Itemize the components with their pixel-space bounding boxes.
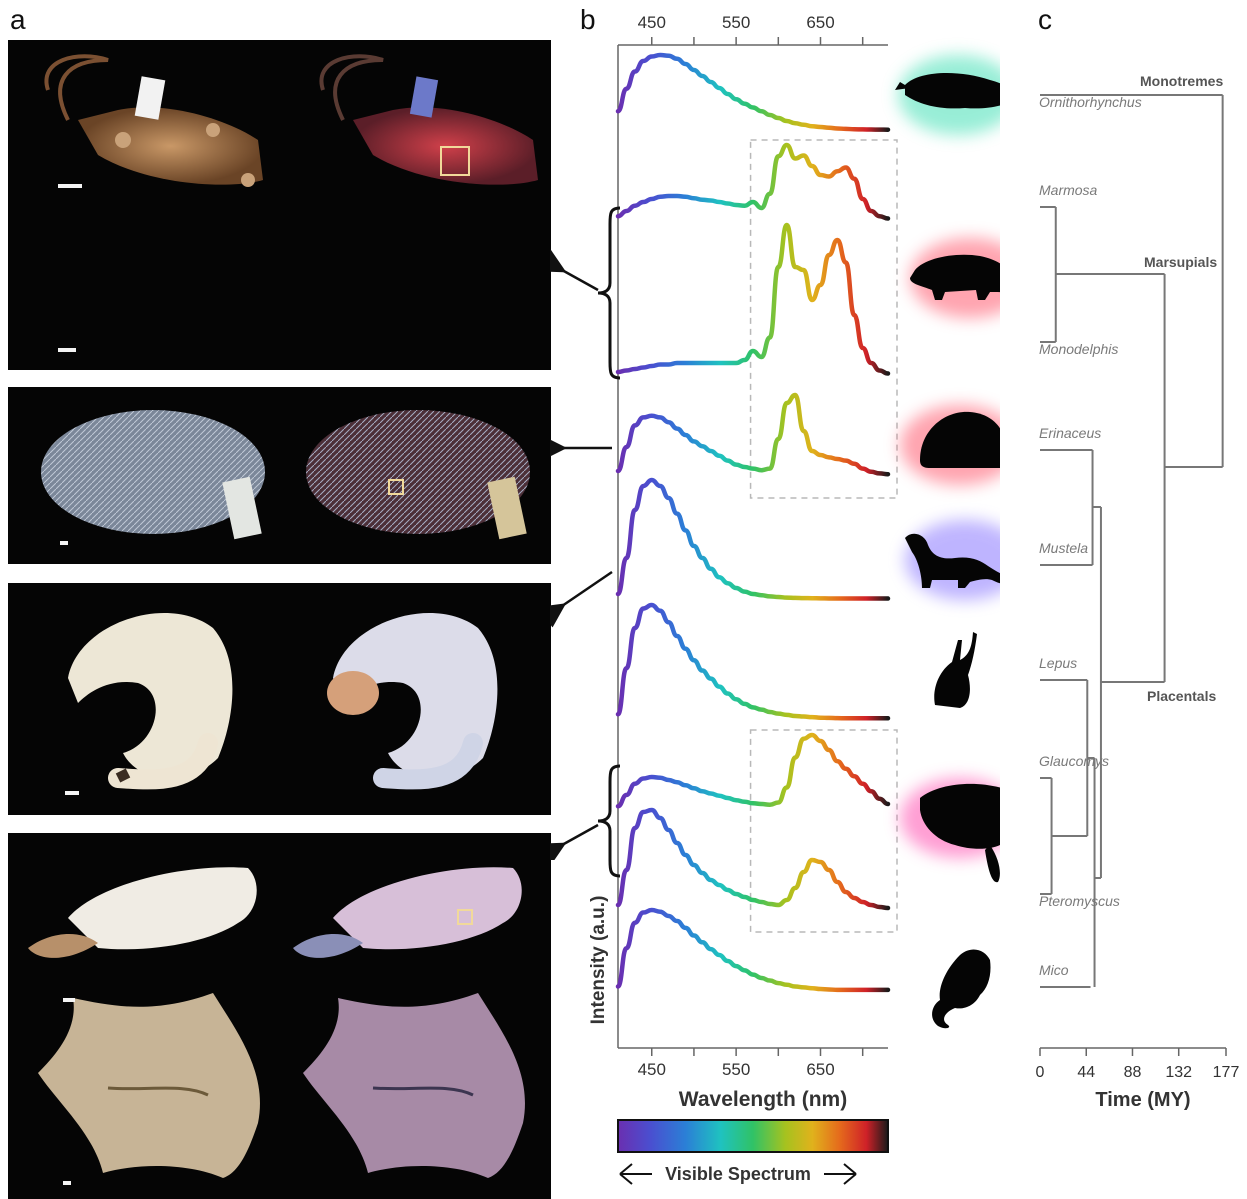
taxon-label: Mico bbox=[1039, 962, 1069, 978]
taxon-label: Marmosa bbox=[1039, 182, 1098, 198]
spectra-chart: 450 450 550 550 650 650 Wavelength (nm) Inten… bbox=[588, 13, 1000, 1185]
arrow-ermine bbox=[550, 570, 613, 628]
spectrum-line-ornithorhynchus bbox=[615, 52, 891, 132]
roi-box bbox=[440, 146, 470, 176]
ermine-visible bbox=[68, 612, 233, 790]
spectrum-line-pteromyscus bbox=[615, 807, 891, 911]
flying-squirrel-silhouette bbox=[900, 778, 1000, 883]
panel-label-c: c bbox=[1038, 4, 1052, 35]
time-tick-label: 44 bbox=[1077, 1064, 1095, 1081]
x-tick-label: 550 bbox=[722, 13, 750, 32]
axes: 450 450 550 550 650 650 bbox=[617, 13, 888, 1079]
arrows bbox=[550, 249, 613, 860]
flying-squirrel-1-uv bbox=[293, 867, 522, 958]
taxon-label: Erinaceus bbox=[1039, 425, 1101, 441]
ermine-photos bbox=[68, 612, 498, 790]
ermine-silhouette bbox=[905, 520, 1000, 600]
hedgehog-photos bbox=[41, 410, 530, 540]
opossum-1-uv bbox=[319, 54, 538, 185]
time-tick-label: 0 bbox=[1036, 1064, 1045, 1081]
y-axis-label: Intensity (a.u.) bbox=[588, 896, 609, 1025]
x-tick-label: 550 bbox=[722, 1060, 750, 1079]
hare-silhouette bbox=[934, 632, 977, 708]
opossum-silhouette bbox=[910, 238, 1000, 318]
flying-squirrel-2-visible bbox=[38, 993, 260, 1178]
roi-box bbox=[388, 479, 404, 495]
flying-squirrel-2-uv bbox=[303, 993, 525, 1178]
scale-bar bbox=[63, 1181, 71, 1185]
panel-label-a: a bbox=[10, 4, 26, 35]
opossum-photos bbox=[44, 54, 538, 187]
spectrum-line-monodelphis bbox=[615, 222, 891, 376]
photo-panel-opossums bbox=[8, 40, 551, 370]
opossum-1-visible bbox=[44, 54, 263, 187]
double-arrow bbox=[619, 1163, 857, 1185]
clade-label: Monotremes bbox=[1140, 73, 1223, 89]
spectrum-line-erinaceus bbox=[615, 392, 891, 477]
phylogeny-chart: Ornithorhynchus Marmosa Monodelphis Erinace… bbox=[1036, 73, 1240, 1111]
hedgehog-uv bbox=[306, 410, 530, 540]
scale-bar bbox=[65, 791, 79, 795]
x-tick-label: 650 bbox=[806, 1060, 834, 1079]
scale-bar bbox=[58, 348, 76, 352]
x-tick-label: 650 bbox=[806, 13, 834, 32]
arrow-flying-squirrel bbox=[550, 823, 599, 860]
brace bbox=[597, 764, 621, 878]
x-axis-label: Wavelength (nm) bbox=[679, 1088, 847, 1111]
silhouettes bbox=[895, 55, 1000, 1029]
squirrel-photos bbox=[28, 867, 525, 1178]
brace bbox=[597, 206, 621, 380]
spectrum-line-lepus bbox=[615, 602, 891, 721]
time-tick-label: 132 bbox=[1165, 1064, 1192, 1081]
scale-bar bbox=[60, 541, 68, 545]
platypus-silhouette bbox=[895, 55, 1000, 135]
spectrum-line-glaucomys bbox=[615, 732, 891, 809]
colorbar bbox=[617, 1119, 889, 1153]
time-tick-label: 88 bbox=[1124, 1064, 1142, 1081]
taxon-label: Glaucomys bbox=[1039, 753, 1109, 769]
marmoset-silhouette bbox=[932, 949, 991, 1029]
spectrum-line-marmosa bbox=[615, 142, 891, 221]
taxon-label: Monodelphis bbox=[1039, 341, 1118, 357]
taxon-label: Mustela bbox=[1039, 540, 1088, 556]
hedgehog-silhouette bbox=[900, 405, 1000, 485]
flying-squirrel-1-visible bbox=[28, 867, 257, 958]
photo-panel-flying-squirrels bbox=[8, 833, 551, 1199]
roi-box bbox=[457, 909, 473, 925]
highlight-box bbox=[749, 139, 898, 499]
arrow-opossum bbox=[550, 249, 599, 292]
clade-label: Placentals bbox=[1147, 688, 1216, 704]
spectrum-line-mico bbox=[615, 907, 891, 993]
panel-label-b: b bbox=[580, 4, 596, 35]
x-axis-label: Time (MY) bbox=[1095, 1089, 1190, 1111]
photo-panel-ermine bbox=[8, 583, 551, 815]
taxon-label: Pteromyscus bbox=[1039, 893, 1120, 909]
curves bbox=[597, 52, 898, 993]
taxon-label: Ornithorhynchus bbox=[1039, 94, 1142, 110]
ermine-uv bbox=[327, 612, 498, 790]
hedgehog-visible bbox=[41, 410, 265, 540]
scale-bar bbox=[63, 998, 75, 1002]
photo-panel-hedgehog bbox=[8, 387, 551, 564]
clade-label: Marsupials bbox=[1144, 254, 1217, 270]
scale-bar bbox=[58, 184, 82, 188]
highlight-box bbox=[749, 729, 898, 933]
tree: Ornithorhynchus Marmosa Monodelphis Erinace… bbox=[1036, 73, 1240, 1081]
x-tick-label: 450 bbox=[638, 13, 666, 32]
taxon-label: Lepus bbox=[1039, 655, 1077, 671]
x-tick-label: 450 bbox=[638, 1060, 666, 1079]
time-tick-label: 177 bbox=[1213, 1064, 1240, 1081]
spectrum-line-mustela bbox=[615, 477, 891, 601]
colorbar-label: Visible Spectrum bbox=[665, 1164, 811, 1184]
